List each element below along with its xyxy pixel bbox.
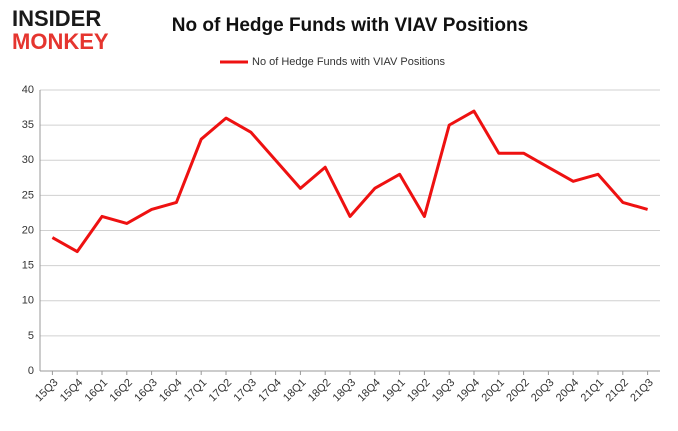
x-tick-label: 18Q3 — [331, 377, 359, 405]
logo-line1: INSIDER — [12, 6, 101, 31]
logo-line2: MONKEY — [12, 29, 109, 54]
x-tick-label: 19Q2 — [405, 377, 433, 405]
x-tick-label: 20Q4 — [554, 377, 582, 405]
x-tick-label: 16Q1 — [83, 377, 111, 405]
y-tick-label: 20 — [22, 224, 34, 236]
x-tick-label: 15Q3 — [33, 377, 61, 405]
x-tick-label: 21Q1 — [579, 377, 607, 405]
x-tick-label: 21Q3 — [628, 377, 656, 405]
x-tick-label: 17Q4 — [256, 377, 284, 405]
y-tick-label: 30 — [22, 154, 34, 166]
x-tick-label: 16Q2 — [107, 377, 135, 405]
y-tick-label: 5 — [28, 330, 34, 342]
y-tick-label: 25 — [22, 189, 34, 201]
x-tick-label: 20Q2 — [504, 377, 532, 405]
x-tick-label: 15Q4 — [58, 377, 86, 405]
x-tick-label: 18Q4 — [355, 377, 383, 405]
chart-title: No of Hedge Funds with VIAV Positions — [172, 15, 528, 36]
series-line — [51, 109, 649, 254]
y-tick-label: 40 — [22, 84, 34, 96]
x-tick-label: 18Q1 — [281, 377, 309, 405]
legend-label: No of Hedge Funds with VIAV Positions — [252, 56, 446, 68]
x-tick-label: 17Q3 — [231, 377, 259, 405]
x-tick-label: 16Q4 — [157, 377, 185, 405]
x-tick-label: 21Q2 — [603, 377, 631, 405]
x-tick-label: 20Q3 — [529, 377, 557, 405]
y-tick-label: 0 — [28, 365, 34, 377]
x-tick-label: 16Q3 — [132, 377, 160, 405]
x-tick-label: 19Q3 — [430, 377, 458, 405]
x-tick-label: 18Q2 — [306, 377, 334, 405]
x-tick-label: 17Q2 — [207, 377, 235, 405]
y-tick-label: 35 — [22, 119, 34, 131]
x-tick-label: 20Q1 — [479, 377, 507, 405]
y-tick-label: 10 — [22, 295, 34, 307]
x-tick-label: 19Q4 — [455, 377, 483, 405]
y-tick-label: 15 — [22, 260, 34, 272]
x-tick-label: 19Q1 — [380, 377, 408, 405]
x-tick-label: 17Q1 — [182, 377, 210, 405]
